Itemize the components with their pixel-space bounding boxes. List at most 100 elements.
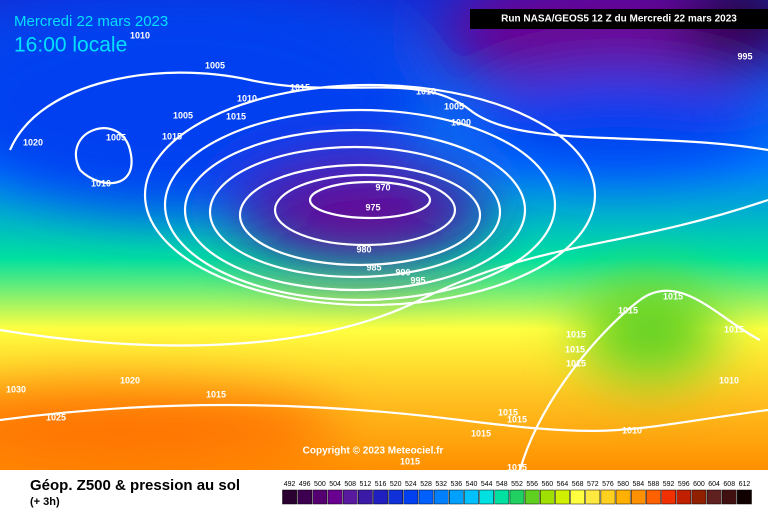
legend-swatch bbox=[630, 489, 646, 505]
isobar-label: 1015 bbox=[226, 111, 246, 121]
legend-value: 520 bbox=[390, 481, 402, 488]
isobar-label: 1015 bbox=[498, 407, 518, 417]
isobar-label: 1010 bbox=[719, 375, 739, 385]
legend-value: 572 bbox=[587, 481, 599, 488]
legend-swatch bbox=[373, 489, 388, 505]
legend-swatch bbox=[297, 489, 313, 505]
legend-swatch bbox=[524, 489, 540, 505]
legend-swatch bbox=[676, 489, 692, 505]
legend-value: 528 bbox=[420, 481, 432, 488]
legend-swatch bbox=[327, 489, 343, 505]
isobar-label: 995 bbox=[410, 275, 425, 285]
legend: 492 496 500 504 508 512 516 520 524 528 532 536 540 5… bbox=[282, 481, 752, 505]
isobar-label: 1020 bbox=[120, 375, 140, 385]
isobar-label: 1015 bbox=[566, 358, 586, 368]
legend-value: 536 bbox=[451, 481, 463, 488]
legend-swatch bbox=[646, 489, 661, 505]
legend-swatch bbox=[737, 489, 752, 505]
legend-value: 496 bbox=[299, 481, 311, 488]
legend-value: 540 bbox=[466, 481, 478, 488]
legend-value: 568 bbox=[572, 481, 584, 488]
isobar-label: 1015 bbox=[290, 82, 310, 92]
isobar-label: 1020 bbox=[23, 137, 43, 147]
isobar-label: 970 bbox=[375, 182, 390, 192]
isobar-label: 1010 bbox=[416, 86, 436, 96]
isobar-label: 1015 bbox=[724, 324, 744, 334]
legend-swatch bbox=[403, 489, 419, 505]
isobar-label: 1015 bbox=[663, 291, 683, 301]
isobar-label: 980 bbox=[356, 244, 371, 254]
legend-swatch bbox=[494, 489, 510, 505]
run-info: Run NASA/GEOS5 12 Z du Mercredi 22 mars … bbox=[501, 14, 737, 25]
legend-value: 532 bbox=[435, 481, 447, 488]
isobar-label: 1015 bbox=[471, 428, 491, 438]
legend-value: 584 bbox=[632, 481, 644, 488]
legend-value: 600 bbox=[693, 481, 705, 488]
isobar-label: 1015 bbox=[507, 462, 527, 472]
isobar-label: 1015 bbox=[400, 456, 420, 466]
legend-swatch bbox=[555, 489, 570, 505]
isobar-label: 1015 bbox=[618, 305, 638, 315]
legend-swatch bbox=[509, 489, 525, 505]
legend-swatch bbox=[388, 489, 404, 505]
legend-value: 544 bbox=[481, 481, 493, 488]
legend-value: 588 bbox=[648, 481, 660, 488]
map-title: Mercredi 22 mars 2023 bbox=[14, 13, 168, 30]
isobar-label: 1015 bbox=[566, 329, 586, 339]
isobar-label: 995 bbox=[737, 51, 752, 61]
legend-swatch bbox=[418, 489, 434, 505]
legend-swatch bbox=[449, 489, 464, 505]
isobar-label: 1010 bbox=[622, 425, 642, 435]
isobar-label: 1005 bbox=[173, 110, 193, 120]
legend-swatch bbox=[706, 489, 722, 505]
legend-swatch bbox=[312, 489, 328, 505]
legend-value: 516 bbox=[375, 481, 387, 488]
legend-swatch bbox=[433, 489, 449, 505]
legend-swatch bbox=[585, 489, 601, 505]
isobar-label: 1005 bbox=[106, 132, 126, 142]
legend-value: 604 bbox=[708, 481, 720, 488]
field bbox=[0, 0, 768, 470]
isobar-label: 985 bbox=[366, 262, 381, 272]
legend-value: 580 bbox=[617, 481, 629, 488]
legend-value: 500 bbox=[314, 481, 326, 488]
isobar-label: 1010 bbox=[237, 93, 257, 103]
legend-value: 560 bbox=[541, 481, 553, 488]
legend-value: 592 bbox=[663, 481, 675, 488]
legend-value: 564 bbox=[557, 481, 569, 488]
legend-swatch bbox=[479, 489, 495, 505]
isobar-label: 1030 bbox=[6, 384, 26, 394]
legend-swatch bbox=[600, 489, 616, 505]
subcaption: (+ 3h) bbox=[30, 496, 60, 508]
legend-value: 612 bbox=[739, 481, 751, 488]
isobar-label: 975 bbox=[365, 202, 380, 212]
legend-swatch bbox=[282, 489, 297, 505]
isobar-label: 1015 bbox=[162, 131, 182, 141]
isobar-label: 1010 bbox=[130, 30, 150, 40]
legend-value: 504 bbox=[329, 481, 341, 488]
isobar-label: 1000 bbox=[451, 117, 471, 127]
legend-swatch bbox=[661, 489, 676, 505]
legend-swatch bbox=[721, 489, 737, 505]
legend-value: 492 bbox=[284, 481, 296, 488]
legend-value: 512 bbox=[360, 481, 372, 488]
legend-swatch bbox=[615, 489, 631, 505]
legend-swatch bbox=[464, 489, 479, 505]
isobar-label: 1005 bbox=[205, 60, 225, 70]
isobar-label: 1015 bbox=[565, 344, 585, 354]
legend-swatch bbox=[358, 489, 373, 505]
isobars bbox=[0, 71, 768, 471]
legend-value: 608 bbox=[723, 481, 735, 488]
map-subtitle: 16:00 locale bbox=[14, 34, 127, 57]
copyright: Copyright © 2023 Meteociel.fr bbox=[303, 446, 444, 457]
isobar-label: 1025 bbox=[46, 412, 66, 422]
legend-value: 596 bbox=[678, 481, 690, 488]
legend-value: 548 bbox=[496, 481, 508, 488]
legend-swatch bbox=[691, 489, 707, 505]
legend-swatch bbox=[342, 489, 358, 505]
isobar-label: 1010 bbox=[91, 178, 111, 188]
isobar-label: 1015 bbox=[206, 389, 226, 399]
legend-value: 552 bbox=[511, 481, 523, 488]
run-banner bbox=[470, 9, 768, 29]
